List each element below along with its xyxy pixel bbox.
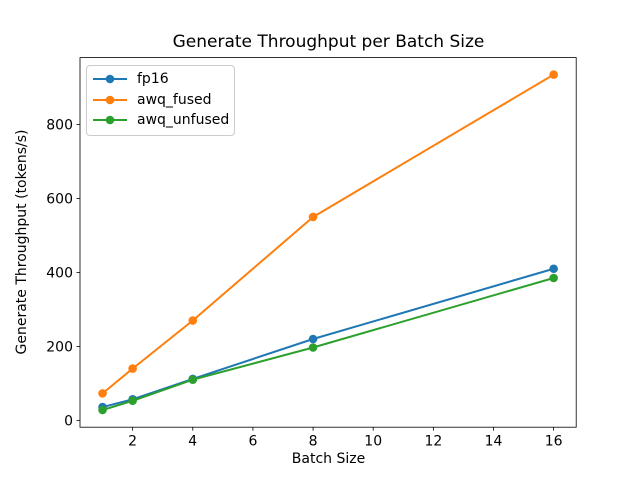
data-point-awq_fused — [188, 316, 198, 325]
legend-line-sample — [93, 74, 127, 84]
x-tick-label: 10 — [364, 434, 382, 450]
legend-line-sample — [93, 95, 127, 105]
legend-label: fp16 — [137, 71, 169, 88]
data-point-awq_unfused — [98, 405, 107, 415]
x-tick-label: 12 — [424, 434, 442, 450]
data-point-awq_unfused — [188, 375, 198, 384]
legend-entry-fp16: fp16 — [92, 69, 226, 90]
series-line-awq_unfused — [101, 276, 555, 412]
y-axis-label: Generate Throughput (tokens/s) — [14, 129, 30, 355]
x-axis-label: Batch Size — [291, 451, 366, 467]
x-tick-label: 8 — [309, 434, 318, 450]
y-tick-label: 200 — [46, 339, 73, 355]
x-tick-label: 14 — [485, 434, 503, 450]
y-tick-label: 400 — [46, 265, 73, 281]
y-tick-label: 600 — [46, 191, 73, 207]
data-point-awq_unfused — [308, 343, 318, 352]
x-tick-label: 4 — [188, 434, 197, 450]
y-tick-label: 800 — [46, 118, 73, 134]
x-tick-label: 16 — [545, 434, 563, 450]
x-tick-label: 2 — [128, 434, 137, 450]
data-point-awq_unfused — [128, 396, 137, 406]
legend-entry-awq-fused: awq_fused — [92, 90, 226, 111]
data-point-awq_unfused — [549, 273, 558, 283]
legend-label: awq_fused — [137, 91, 212, 108]
data-point-fp16 — [308, 334, 318, 344]
legend: fp16 awq_fused awq_unfused — [86, 65, 235, 136]
chart-title: Generate Throughput per Batch Size — [172, 32, 485, 52]
legend-line-sample — [93, 115, 127, 125]
y-tick-label: 0 — [64, 413, 73, 429]
data-point-awq_fused — [308, 212, 318, 222]
x-tick-label: 6 — [248, 434, 257, 450]
legend-label: awq_unfused — [137, 112, 230, 129]
data-point-awq_fused — [549, 70, 558, 79]
data-point-fp16 — [549, 264, 558, 274]
plot-frame — [79, 57, 577, 428]
data-point-awq_fused — [98, 389, 107, 398]
legend-entry-awq-unfused: awq_unfused — [92, 110, 230, 131]
data-point-awq_fused — [128, 364, 137, 373]
